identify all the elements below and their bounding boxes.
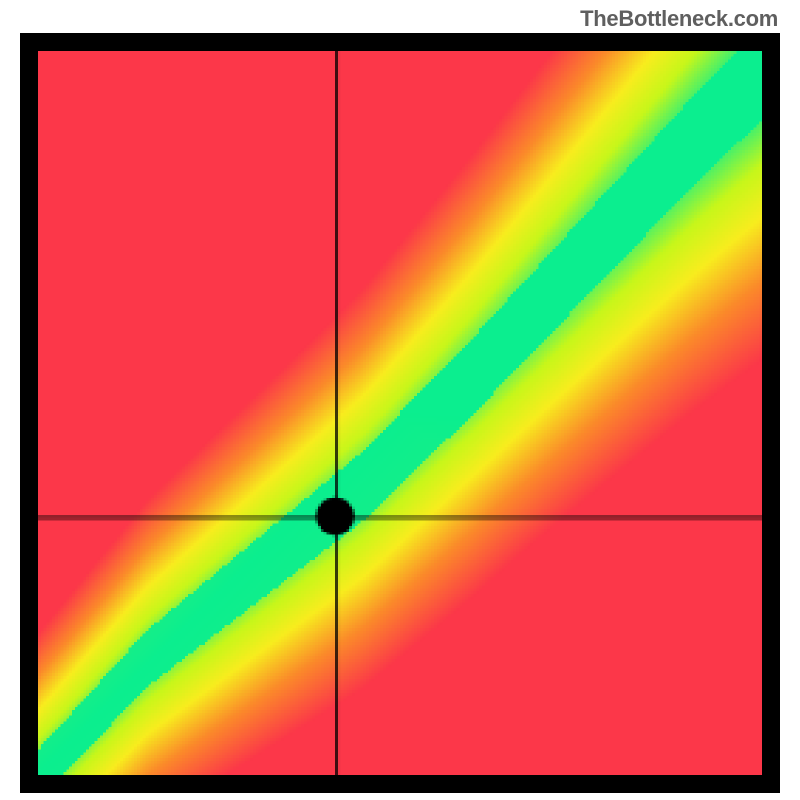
watermark-text: TheBottleneck.com — [580, 6, 778, 32]
heatmap-canvas — [38, 51, 762, 775]
